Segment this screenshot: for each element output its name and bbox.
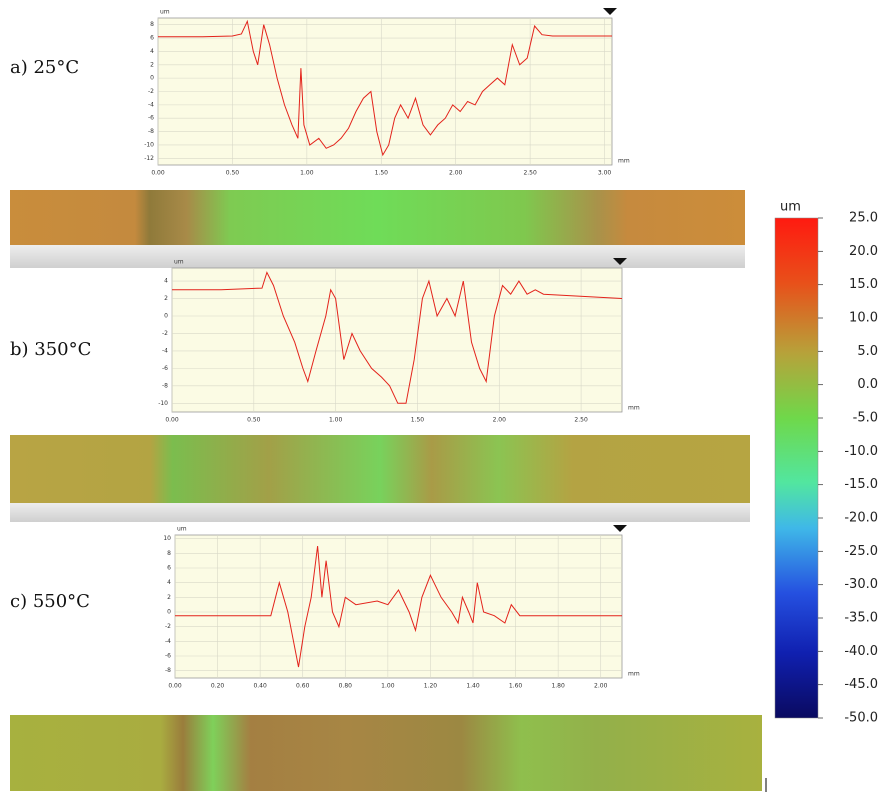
x-tick-label: 0.20 — [211, 683, 225, 690]
x-tick-label: 0.50 — [226, 170, 240, 177]
x-tick-label: 0.60 — [296, 683, 310, 690]
x-axis-label: mm — [628, 671, 640, 678]
profile-line — [158, 19, 612, 157]
y-tick-label: 2 — [164, 295, 168, 302]
colorbar-tick-label: 25.0 — [849, 211, 878, 226]
y-tick-label: 4 — [150, 48, 154, 55]
y-tick-label: -10 — [144, 141, 154, 148]
colorbar-tick-label: -15.0 — [844, 477, 878, 492]
x-tick-label: 0.80 — [339, 683, 353, 690]
x-tick-label: 2.00 — [594, 683, 608, 690]
y-tick-label: -2 — [148, 88, 154, 95]
x-tick-label: 0.40 — [253, 683, 267, 690]
panel-label: c) 550°C — [10, 591, 90, 612]
colorbar-tick-label: -35.0 — [844, 611, 878, 626]
profile-line — [172, 271, 623, 404]
colorbar-label: um — [780, 200, 801, 215]
x-tick-label: 3.00 — [598, 170, 612, 177]
panel-label: b) 350°C — [10, 339, 91, 360]
colorbar-tick-label: 0.0 — [857, 377, 878, 392]
colorbar-tick-label: -50.0 — [844, 711, 878, 726]
colorbar-tick-label: -25.0 — [844, 544, 878, 559]
y-tick-label: 4 — [164, 278, 168, 285]
colorbar — [774, 217, 819, 719]
surface-base — [10, 242, 745, 268]
x-tick-label: 1.80 — [551, 683, 565, 690]
y-tick-label: 4 — [167, 579, 171, 586]
y-tick-label: -6 — [165, 653, 171, 660]
y-tick-label: 0 — [150, 75, 154, 82]
y-tick-label: -8 — [165, 667, 171, 674]
y-tick-label: -6 — [148, 115, 154, 122]
y-tick-label: 2 — [150, 61, 154, 68]
x-tick-label: 1.00 — [300, 170, 314, 177]
y-tick-label: -8 — [148, 128, 154, 135]
x-tick-label: 1.00 — [381, 683, 395, 690]
x-tick-label: 2.50 — [574, 417, 588, 424]
y-tick-label: -10 — [158, 400, 168, 407]
y-tick-label: -4 — [148, 101, 154, 108]
x-tick-label: 1.20 — [424, 683, 438, 690]
x-tick-label: 1.60 — [509, 683, 523, 690]
y-tick-label: 0 — [164, 313, 168, 320]
y-tick-label: -2 — [162, 330, 168, 337]
y-tick-label: 6 — [150, 35, 154, 42]
y-axis-label: um — [177, 526, 187, 533]
colorbar-tick-label: 20.0 — [849, 244, 878, 259]
y-tick-label: 8 — [150, 21, 154, 28]
surface-image — [10, 190, 745, 245]
y-tick-label: 10 — [163, 535, 171, 542]
x-tick-label: 1.50 — [375, 170, 389, 177]
colorbar-tick-label: 5.0 — [857, 344, 878, 359]
y-axis-label: um — [160, 9, 170, 16]
colorbar-tick-label: -30.0 — [844, 577, 878, 592]
profile-line — [175, 545, 622, 668]
y-tick-label: -4 — [165, 638, 171, 645]
x-tick-label: 0.50 — [247, 417, 261, 424]
y-tick-label: -2 — [165, 623, 171, 630]
x-tick-label: 2.00 — [493, 417, 507, 424]
x-tick-label: 2.00 — [449, 170, 463, 177]
colorbar-tick-label: 10.0 — [849, 311, 878, 326]
x-tick-label: 0.00 — [165, 417, 179, 424]
x-tick-label: 1.00 — [329, 417, 343, 424]
y-tick-label: -8 — [162, 382, 168, 389]
colorbar-tick-label: -5.0 — [853, 411, 878, 426]
y-tick-label: -4 — [162, 347, 168, 354]
x-tick-label: 0.00 — [151, 170, 165, 177]
y-tick-label: 2 — [167, 594, 171, 601]
x-tick-label: 0.00 — [168, 683, 182, 690]
y-tick-label: -6 — [162, 365, 168, 372]
x-tick-label: 1.50 — [411, 417, 425, 424]
plot-area — [174, 534, 623, 679]
plot-area — [171, 267, 623, 413]
y-tick-label: -12 — [144, 155, 154, 162]
profile-marker — [613, 525, 627, 532]
y-tick-label: 6 — [167, 565, 171, 572]
colorbar-tick-label: -40.0 — [844, 644, 878, 659]
surface-image — [10, 715, 762, 791]
y-tick-label: 8 — [167, 550, 171, 557]
surface-base — [10, 500, 750, 522]
x-axis-label: mm — [628, 405, 640, 412]
colorbar-tick-label: 15.0 — [849, 277, 878, 292]
colorbar-tick-label: -20.0 — [844, 511, 878, 526]
profile-marker — [613, 258, 627, 265]
colorbar-tick-label: -45.0 — [844, 677, 878, 692]
x-axis-label: mm — [618, 158, 630, 165]
y-axis-label: um — [174, 259, 184, 266]
surface-image — [10, 435, 750, 503]
panel-label: a) 25°C — [10, 57, 79, 78]
colorbar-tick-label: -10.0 — [844, 444, 878, 459]
y-tick-label: 0 — [167, 609, 171, 616]
x-tick-label: 2.50 — [523, 170, 537, 177]
profile-marker — [603, 8, 617, 15]
x-tick-label: 1.40 — [466, 683, 480, 690]
